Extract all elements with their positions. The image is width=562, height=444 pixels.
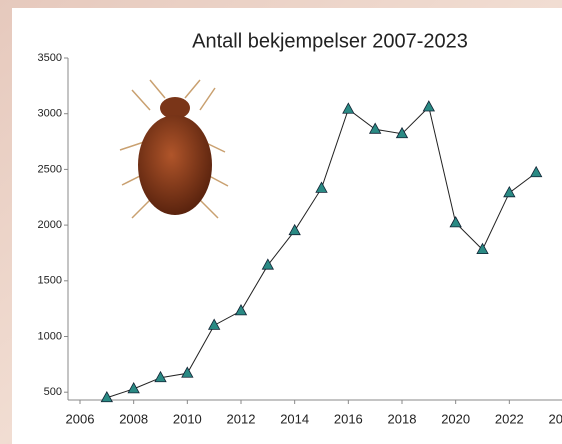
marker — [342, 102, 355, 114]
y-tick-label: 3500 — [38, 52, 62, 64]
y-tick-label: 3000 — [38, 108, 62, 120]
x-tick-label: 2008 — [119, 411, 148, 426]
bedbug-image — [119, 79, 229, 219]
x-tick-label: 2020 — [441, 411, 470, 426]
marker — [261, 258, 275, 270]
marker — [288, 223, 301, 236]
marker — [207, 318, 221, 330]
y-tick-label: 1500 — [38, 275, 62, 287]
marker — [395, 126, 409, 139]
x-tick-label: 2012 — [227, 411, 256, 426]
x-tick-label: 2016 — [334, 411, 363, 426]
marker — [476, 242, 489, 255]
marker — [181, 366, 194, 378]
y-tick-label: 2500 — [38, 163, 62, 175]
marker — [127, 382, 140, 394]
plot-panel — [12, 8, 562, 444]
marker — [315, 181, 328, 193]
x-tick-label: 2022 — [495, 411, 524, 426]
x-tick-label: 2014 — [280, 411, 309, 426]
x-tick-label: 2024 — [549, 411, 562, 426]
marker — [529, 165, 543, 178]
chart-title: Antall bekjempelser 2007-2023 — [192, 30, 468, 52]
marker — [154, 370, 167, 383]
y-tick-label: 2000 — [38, 219, 62, 231]
marker — [449, 216, 462, 228]
marker — [368, 122, 382, 134]
y-tick-label: 1000 — [38, 330, 62, 342]
x-tick-label: 2006 — [66, 411, 95, 426]
marker — [234, 304, 248, 316]
x-tick-label: 2010 — [173, 411, 202, 426]
x-tick-label: 2018 — [388, 411, 417, 426]
y-tick-label: 500 — [44, 386, 62, 398]
marker — [422, 100, 436, 112]
marker — [100, 390, 114, 403]
marker — [503, 185, 516, 198]
